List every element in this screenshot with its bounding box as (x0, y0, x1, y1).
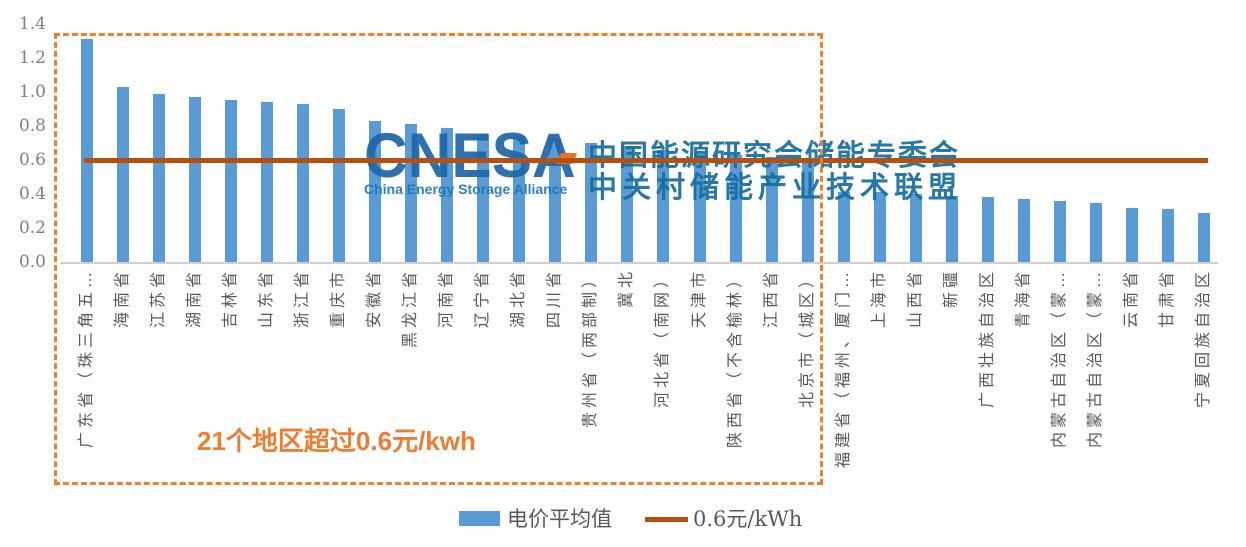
bar-吉林省 (225, 100, 237, 262)
watermark-cn-line1: 中国能源研究会储能专委会 (588, 140, 961, 172)
y-tick-label: 0.4 (18, 184, 46, 204)
y-tick-label: 0.6 (18, 150, 46, 170)
bar-宁夏回族自治区 (1198, 213, 1210, 262)
bar-广东省（珠三角五… (81, 39, 93, 262)
y-tick-label: 0.8 (18, 116, 46, 136)
legend: 电价平均值 0.6元/kWh (0, 500, 1246, 534)
bar-湖南省 (189, 97, 201, 262)
bar-重庆市 (333, 109, 345, 262)
bar-江西省 (766, 157, 778, 262)
cnesa-logo: CNESA (364, 121, 576, 191)
bar-青海省 (1018, 199, 1030, 262)
bar-江苏省 (153, 94, 165, 262)
bar-四川省 (549, 138, 561, 262)
y-tick-label: 1.2 (18, 48, 46, 68)
y-tick-label: 1.4 (18, 14, 46, 34)
bar-福建省（福州、厦门… (838, 192, 850, 262)
bar-辽宁省 (477, 134, 489, 262)
y-tick-label: 0.0 (18, 252, 46, 272)
bar-北京市（城区） (802, 158, 814, 262)
annotation-text: 21个地区超过0.6元/kwh (197, 426, 476, 456)
bar-山西省 (910, 194, 922, 262)
watermark-cn-line2: 中关村储能产业技术联盟 (588, 172, 963, 204)
legend-line-label: 0.6元/kWh (693, 507, 803, 531)
bar-新疆 (946, 196, 958, 262)
legend-bar-swatch (459, 511, 500, 526)
bar-海南省 (117, 87, 129, 262)
highlight-dashed-box (54, 33, 823, 485)
bar-贵州省（两部制） (585, 143, 597, 262)
bar-安徽省 (369, 121, 381, 262)
bar-内蒙古自治区（蒙… (1054, 201, 1066, 262)
bar-陕西省（不含榆林） (730, 155, 742, 262)
reference-line-0.6 (84, 158, 1208, 163)
bar-甘肃省 (1162, 209, 1174, 262)
bar-内蒙古自治区（蒙… (1090, 203, 1102, 262)
bar-广西壮族自治区 (982, 197, 994, 262)
x-axis-line (60, 262, 1218, 264)
bar-云南省 (1126, 208, 1138, 262)
bar-湖北省 (513, 136, 525, 262)
bar-天津市 (694, 153, 706, 262)
legend-bar-label: 电价平均值 (507, 508, 612, 531)
bar-河北省（南网） (657, 150, 669, 262)
bar-冀北 (621, 146, 633, 262)
bar-浙江省 (297, 104, 309, 262)
bar-上海市 (874, 192, 886, 262)
bar-山东省 (261, 102, 273, 262)
y-tick-label: 1.0 (18, 82, 46, 102)
y-tick-label: 0.2 (18, 218, 46, 238)
legend-line-swatch (645, 517, 688, 522)
cnesa-subtitle: China Energy Storage Alliance (364, 181, 568, 197)
